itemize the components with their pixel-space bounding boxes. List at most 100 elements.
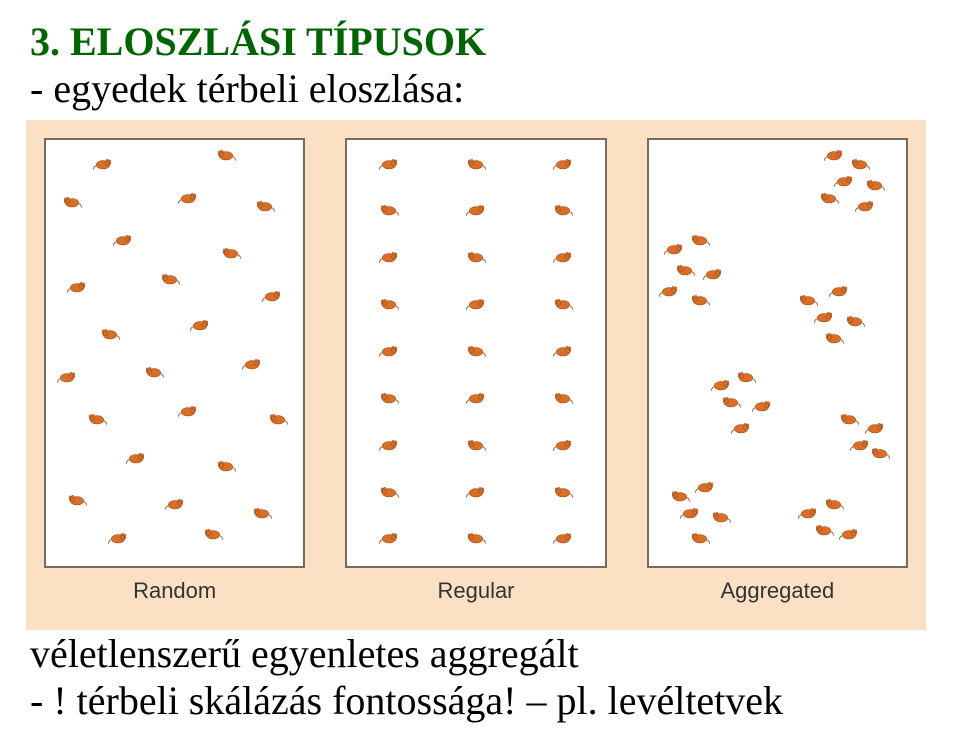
mouse-icon (255, 199, 275, 213)
mouse-icon (674, 262, 694, 276)
mouse-glyph (839, 412, 859, 431)
mouse-glyph (378, 437, 398, 456)
mouse-icon (849, 156, 869, 170)
mouse-glyph (690, 292, 710, 311)
mouse-icon (721, 394, 741, 408)
mouse-glyph (466, 296, 486, 315)
mouse-glyph (752, 399, 772, 418)
mouse-icon (824, 497, 844, 511)
labels-row: RandomRegularAggregated (44, 568, 908, 604)
mouse-icon (378, 203, 398, 217)
mouse-glyph (466, 156, 486, 175)
mouse-icon (378, 296, 398, 310)
mouse-glyph (813, 309, 833, 328)
mouse-icon (190, 318, 210, 332)
mouse-glyph (177, 190, 197, 209)
mouse-glyph (553, 203, 573, 222)
mouse-glyph (813, 522, 833, 541)
mouse-glyph (736, 369, 756, 388)
mouse-glyph (378, 390, 398, 409)
mouse-glyph (100, 326, 120, 345)
mouse-glyph (378, 250, 398, 269)
mouse-icon (67, 492, 87, 506)
mouse-glyph (221, 245, 241, 264)
slide-root: 3. ELOSZLÁSI TÍPUSOK - egyedek térbeli e… (0, 0, 960, 739)
mouse-icon (466, 203, 486, 217)
mouse-glyph (664, 241, 684, 260)
mouse-glyph (378, 484, 398, 503)
mouse-glyph (62, 194, 82, 213)
mouse-icon (378, 484, 398, 498)
mouse-glyph (824, 497, 844, 516)
mouse-glyph (690, 233, 710, 252)
mouse-glyph (378, 296, 398, 315)
mouse-icon (849, 437, 869, 451)
mouse-glyph (659, 284, 679, 303)
mouse-icon (262, 288, 282, 302)
mouse-glyph (378, 531, 398, 550)
mouse-icon (553, 437, 573, 451)
mouse-icon (553, 484, 573, 498)
mouse-icon (100, 326, 120, 340)
mouse-glyph (255, 199, 275, 218)
mouse-glyph (252, 505, 272, 524)
title: 3. ELOSZLÁSI TÍPUSOK (30, 18, 930, 65)
mouse-icon (736, 369, 756, 383)
mouse-glyph (108, 531, 128, 550)
mouse-glyph (466, 484, 486, 503)
mouse-glyph (690, 531, 710, 550)
mouse-icon (62, 194, 82, 208)
mouse-glyph (849, 437, 869, 456)
mouse-glyph (553, 390, 573, 409)
mouse-glyph (144, 365, 164, 384)
mouse-icon (865, 177, 885, 191)
mouse-icon (378, 250, 398, 264)
mouse-icon (378, 437, 398, 451)
mouse-icon (865, 420, 885, 434)
mouse-icon (834, 173, 854, 187)
mouse-icon (159, 271, 179, 285)
panel-regular (345, 138, 606, 568)
panel-label-aggregated: Aggregated (647, 578, 908, 604)
mouse-glyph (378, 203, 398, 222)
mouse-icon (242, 356, 262, 370)
mouse-glyph (242, 356, 262, 375)
mouse-glyph (378, 156, 398, 175)
mouse-glyph (695, 480, 715, 499)
mouse-glyph (711, 509, 731, 528)
mouse-icon (819, 190, 839, 204)
mouse-icon (553, 156, 573, 170)
mouse-glyph (87, 412, 107, 431)
mouse-glyph (267, 412, 287, 431)
mouse-glyph (164, 497, 184, 516)
mouse-icon (466, 484, 486, 498)
mouse-icon (466, 156, 486, 170)
mouse-icon (824, 331, 844, 345)
mouse-icon (711, 509, 731, 523)
mouse-glyph (855, 199, 875, 218)
mouse-icon (664, 241, 684, 255)
mouse-icon (252, 505, 272, 519)
mouse-icon (669, 488, 689, 502)
mouse-icon (553, 390, 573, 404)
mouse-icon (680, 505, 700, 519)
mouse-icon (87, 412, 107, 426)
mouse-icon (855, 199, 875, 213)
mouse-glyph (721, 394, 741, 413)
mouse-glyph (203, 527, 223, 546)
mouse-glyph (466, 343, 486, 362)
mouse-glyph (126, 450, 146, 469)
mouse-icon (466, 250, 486, 264)
mouse-glyph (378, 343, 398, 362)
mouse-icon (690, 233, 710, 247)
mouse-glyph (824, 147, 844, 166)
mouse-glyph (553, 437, 573, 456)
mouse-icon (216, 458, 236, 472)
distribution-figure: RandomRegularAggregated (26, 120, 926, 630)
mouse-icon (67, 279, 87, 293)
mouse-icon (703, 267, 723, 281)
mouse-glyph (67, 492, 87, 511)
mouse-icon (267, 412, 287, 426)
footer-distribution-names: véletlenszerű egyenletes aggregált (30, 630, 930, 677)
mouse-icon (126, 450, 146, 464)
